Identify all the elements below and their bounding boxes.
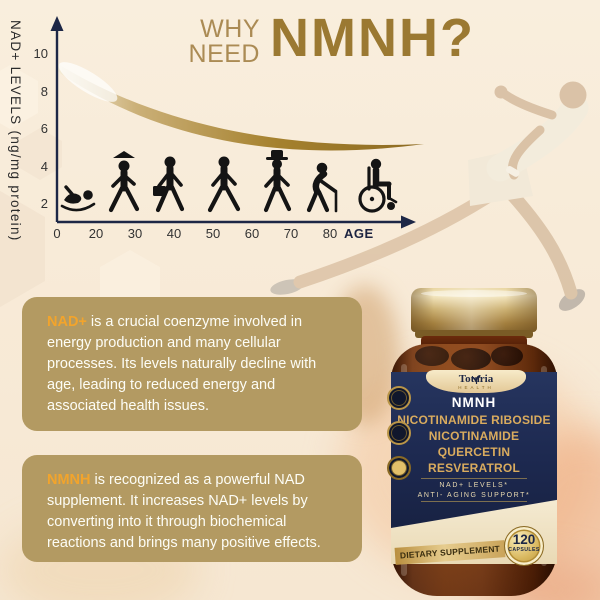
- briefcase-man-icon: [153, 156, 185, 213]
- bottle-label: [391, 372, 557, 528]
- certification-seal-icon: [387, 421, 411, 445]
- label-claims: NAD+ LEVELS* ANTI- AGING SUPPORT*: [391, 481, 557, 500]
- page-title: WHY NEED NMNH?: [150, 8, 530, 68]
- title-why-need: WHY NEED: [150, 17, 260, 68]
- x-tick: 20: [88, 226, 104, 241]
- capsule-count-badge: 120 CAPSULES: [504, 526, 544, 566]
- brand-name: Totaria: [458, 373, 494, 385]
- title-line-need: NEED: [188, 40, 260, 68]
- x-tick: 40: [166, 226, 182, 241]
- nmnh-highlight: NMNH: [47, 472, 91, 488]
- title-line-why: WHY: [200, 15, 260, 43]
- label-divider: [421, 478, 527, 479]
- brand-subtitle: HEALTH: [458, 385, 494, 390]
- y-tick: 6: [40, 121, 48, 136]
- x-tick: 60: [244, 226, 260, 241]
- claim-line: ANTI- AGING SUPPORT*: [417, 491, 531, 499]
- wheelchair-icon: [358, 158, 398, 213]
- bottle-cap-lip: [415, 330, 533, 338]
- brand-band: Totaria HEALTH: [426, 370, 526, 393]
- nmnh-text: is recognized as a powerful NAD suppleme…: [47, 472, 321, 551]
- y-axis-arrow: [50, 16, 64, 31]
- hat-man-icon: [263, 150, 292, 213]
- baby-icon: [60, 185, 96, 212]
- product-bottle: Totaria HEALTH NMNH NICOTINAMIDE RIBOSID…: [385, 286, 563, 600]
- product-name-lines: NMNH NICOTINAMIDE RIBOSIDE NICOTINAMIDE …: [391, 394, 557, 476]
- decline-curve: [55, 62, 424, 151]
- y-tick: 10: [33, 46, 48, 61]
- claim-line: NAD+ LEVELS*: [439, 482, 509, 489]
- x-axis-label: AGE: [344, 226, 374, 241]
- x-tick: 30: [127, 226, 143, 241]
- x-tick: 70: [283, 226, 299, 241]
- product-line: QUERCETIN: [437, 445, 511, 459]
- title-nmnh: NMNH?: [270, 8, 475, 68]
- y-tick: 2: [40, 196, 48, 211]
- x-axis-arrow: [401, 215, 416, 229]
- y-tick: 8: [40, 84, 48, 99]
- bottle-cap-highlight: [421, 290, 527, 297]
- product-line: NMNH: [451, 395, 497, 410]
- product-line: NICOTINAMIDE: [428, 429, 520, 443]
- y-axis-label: NAD+ LEVELS (ng/mg protein): [8, 20, 23, 242]
- chart-axes: [55, 30, 402, 224]
- product-line: RESVERATROL: [428, 461, 520, 475]
- x-tick: 50: [205, 226, 221, 241]
- capsule-count-unit: CAPSULES: [508, 547, 540, 553]
- x-tick: 0: [53, 226, 61, 241]
- product-line: NICOTINAMIDE RIBOSIDE: [397, 413, 551, 427]
- nad-highlight: NAD+: [47, 314, 87, 330]
- nmnh-info-box: NMNH is recognized as a powerful NAD sup…: [22, 455, 362, 562]
- bottle-cap-shade: [411, 288, 537, 332]
- certification-seal-icon: [387, 386, 411, 410]
- nad-text: is a crucial coenzyme involved in energy…: [47, 314, 317, 414]
- certification-seal-icon: [387, 456, 411, 480]
- runner-photo: [270, 81, 589, 311]
- elderly-cane-icon: [306, 162, 338, 213]
- label-divider: [421, 501, 527, 502]
- capsule-count: 120: [512, 532, 536, 547]
- y-tick: 4: [40, 159, 48, 174]
- nad-info-box: NAD+ is a crucial coenzyme involved in e…: [22, 297, 362, 431]
- walking-man-icon: [207, 156, 241, 213]
- graduate-icon: [108, 151, 140, 213]
- bottle-cap: [411, 288, 537, 332]
- x-tick: 80: [322, 226, 338, 241]
- sprout-icon: [472, 374, 480, 384]
